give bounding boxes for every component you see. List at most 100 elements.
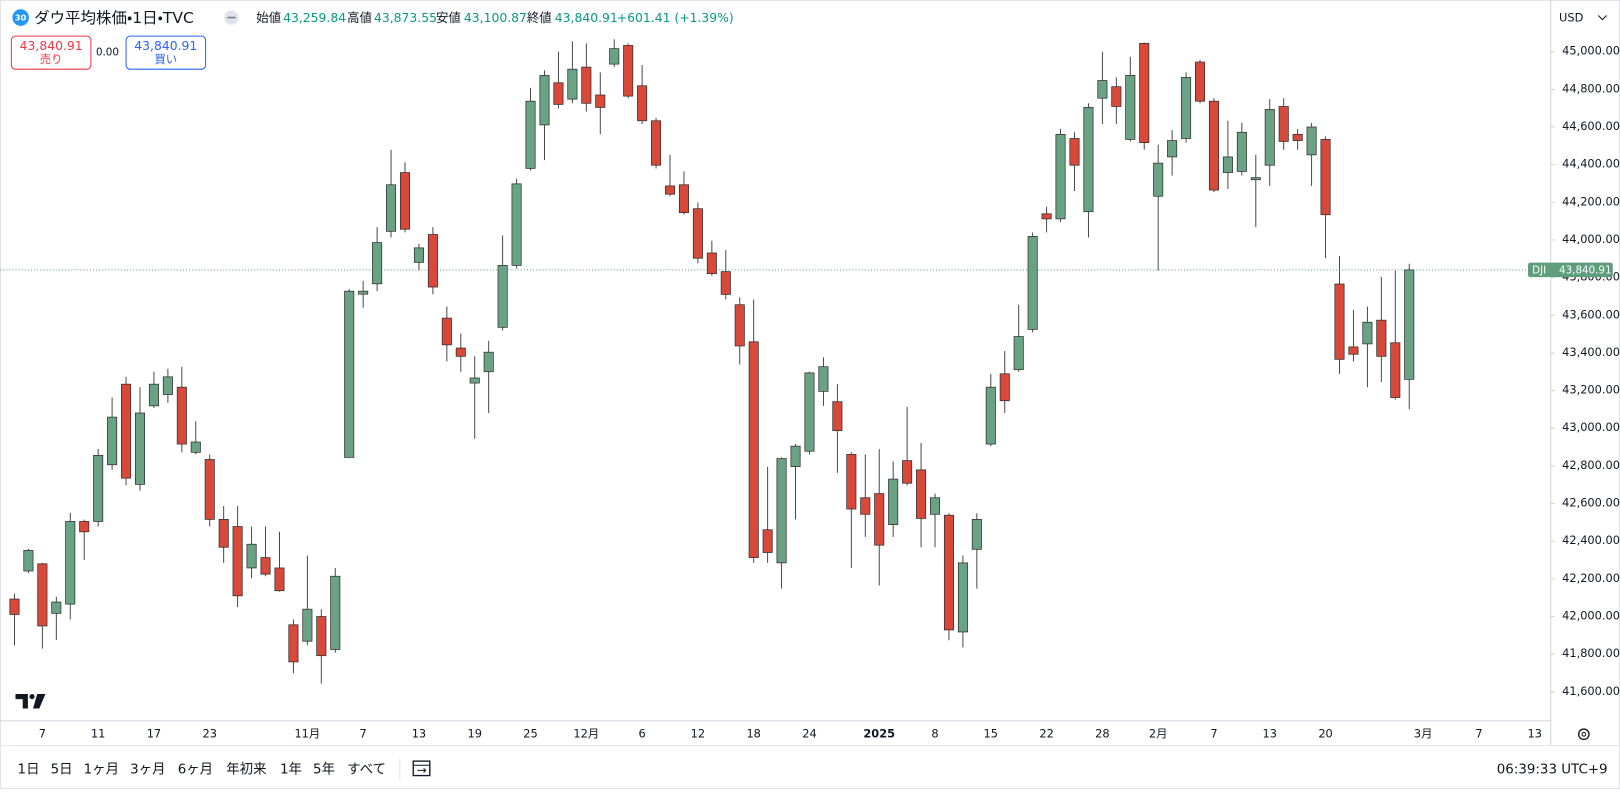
candle-body — [1306, 126, 1317, 156]
buy-price: 43,840.91 — [134, 38, 197, 53]
candle-body — [121, 383, 132, 479]
candle-body — [999, 373, 1010, 402]
candle-body — [65, 521, 76, 605]
candle-body — [218, 519, 229, 548]
close-label: 終値 — [527, 10, 552, 25]
y-tick-label: 44,800.00 — [1562, 81, 1620, 95]
x-tick-label: 23 — [202, 726, 216, 740]
candle-body — [330, 575, 341, 650]
candle-body — [1153, 162, 1164, 197]
x-tick-label: 12 — [691, 726, 705, 740]
x-tick-label: 17 — [147, 726, 161, 740]
time-axis: 7 11 17 23 11月 7 13 19 25 12月 6 12 18 24 2025 8 15 22 28 2月… — [39, 726, 1542, 740]
currency-selector[interactable]: USD — [1559, 11, 1584, 25]
range-button[interactable]: 1日 — [18, 762, 40, 777]
last-price-symbol: DJI — [1532, 264, 1546, 276]
candle-body — [274, 567, 285, 592]
x-tick-label: 20 — [1318, 726, 1332, 740]
candle-body — [1208, 100, 1219, 191]
candle-body — [971, 519, 982, 550]
candle-body — [1069, 138, 1080, 166]
y-tick-label: 41,600.00 — [1562, 684, 1620, 698]
candle-body — [1390, 342, 1401, 398]
candle-body — [1041, 213, 1052, 220]
candle-body — [888, 478, 899, 526]
candle-body — [734, 304, 745, 347]
y-tick-label: 42,200.00 — [1562, 571, 1620, 585]
settings-icon[interactable] — [1578, 728, 1590, 741]
high-value: 43,873.55 — [374, 10, 437, 25]
candle-body — [344, 290, 355, 458]
candle-body — [9, 598, 20, 615]
candle-body — [567, 68, 578, 100]
range-button[interactable]: 1年 — [280, 761, 302, 777]
candle-body — [1292, 133, 1303, 141]
range-button[interactable]: 5年 — [313, 761, 335, 777]
candle-body — [134, 412, 146, 485]
clock: 06:39:33 UTC+9 — [1497, 762, 1608, 777]
candle-body — [1362, 321, 1373, 345]
symbol-title[interactable]: ダウ平均株価・1日・TVC — [34, 9, 194, 27]
y-tick-label: 44,600.00 — [1562, 119, 1620, 133]
settings-icon-core — [1581, 731, 1587, 737]
x-tick-label: 7 — [360, 726, 367, 740]
range-button[interactable]: 1ヶ月 — [84, 762, 119, 777]
candle-body — [957, 562, 968, 633]
x-tick-label: 22 — [1039, 726, 1053, 740]
range-button[interactable]: 5日 — [51, 762, 73, 777]
candle-body — [692, 208, 703, 259]
candle-body — [386, 184, 397, 232]
sell-label: 売り — [40, 52, 63, 66]
range-button[interactable]: すべて — [347, 761, 386, 777]
candle-body — [455, 347, 466, 357]
candle-body — [790, 445, 801, 468]
x-tick-label: 7 — [1475, 726, 1482, 740]
candle-body — [246, 543, 257, 569]
x-tick-label: 8 — [931, 726, 938, 740]
y-tick-label: 45,000.00 — [1562, 44, 1620, 58]
x-tick-label: 24 — [802, 726, 816, 740]
candle-body — [623, 45, 634, 97]
candle-body — [413, 247, 424, 263]
candle-body — [190, 441, 201, 453]
candle-body — [860, 497, 871, 515]
last-price-label: 43,840.91 — [1559, 264, 1611, 276]
candle-body — [637, 85, 648, 122]
range-button[interactable]: 6ヶ月 — [178, 762, 213, 777]
candle-body — [581, 66, 592, 104]
date-range-icon[interactable] — [412, 760, 431, 777]
candle-body — [427, 234, 438, 288]
x-tick-label: 25 — [523, 726, 537, 740]
candle-body — [260, 557, 271, 575]
candle-body — [1264, 109, 1275, 166]
range-button[interactable]: 年初来 — [226, 761, 266, 777]
candle-body — [664, 185, 676, 195]
close-value: 43,840.91 — [555, 10, 618, 25]
x-tick-label: 2月 — [1149, 726, 1168, 740]
candle-body — [1111, 86, 1122, 107]
candle-body — [1222, 156, 1233, 173]
candle-body — [553, 82, 564, 105]
x-tick-label: 7 — [1210, 726, 1217, 740]
sell-button[interactable] — [10, 35, 92, 70]
candle-body — [399, 172, 411, 230]
candle-body — [232, 526, 243, 597]
change-value: +601.41 (+1.39%) — [617, 10, 734, 25]
y-tick-label: 41,800.00 — [1562, 646, 1620, 660]
candle-body — [497, 265, 508, 328]
candle-body — [1013, 336, 1024, 371]
candle-body — [176, 386, 187, 445]
candle-body — [1139, 43, 1150, 143]
buy-button[interactable] — [125, 35, 207, 70]
candle-body — [1376, 319, 1387, 357]
candle-body — [469, 377, 480, 384]
candle-body — [539, 75, 550, 126]
candle-body — [1097, 80, 1108, 99]
range-button[interactable]: 3ヶ月 — [130, 762, 165, 777]
candle-body — [1334, 283, 1345, 360]
candle-body — [79, 521, 90, 533]
candle-body — [804, 372, 815, 452]
candle-body — [1250, 177, 1261, 181]
